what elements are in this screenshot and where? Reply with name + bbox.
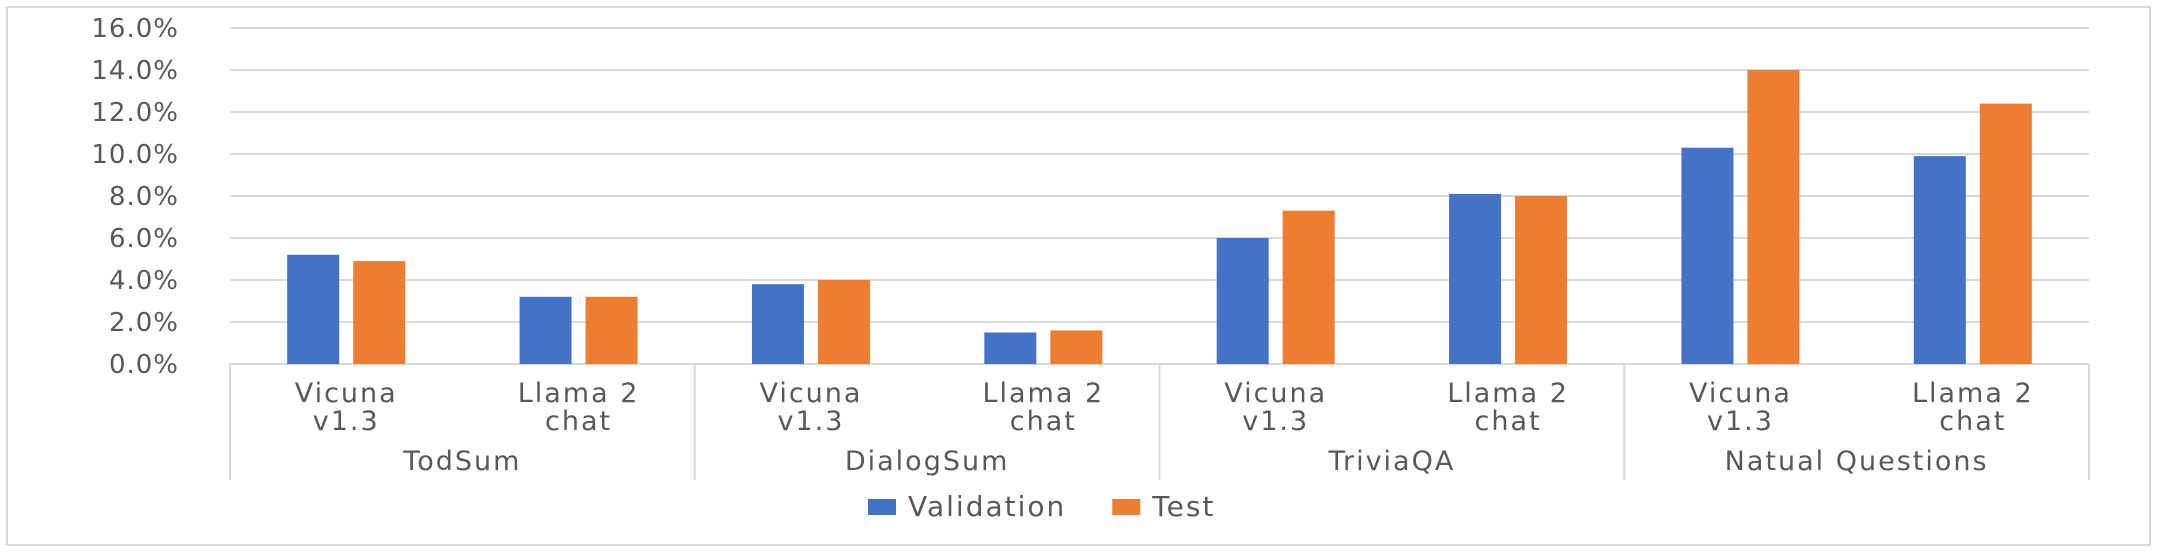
bar-validation [1913,156,1966,364]
bar-test [1050,330,1103,364]
group-label: DialogSum [845,446,1010,477]
category-label: Vicuna [759,378,862,409]
y-tick-label: 6.0% [109,224,179,254]
group-label: TriviaQA [1327,446,1455,477]
bar-test [353,261,406,364]
y-tick-label: 4.0% [109,266,179,296]
legend-swatch-validation [868,499,896,515]
y-tick-label: 0.0% [109,350,179,380]
category-label: Llama 2 [1447,378,1569,409]
category-label: Llama 2 [1912,378,2034,409]
bar-validation [287,254,340,364]
category-label: Vicuna [1224,378,1327,409]
legend-label-test: Test [1151,490,1215,523]
category-label: Llama 2 [982,378,1104,409]
category-label: v1.3 [1707,406,1774,437]
legend-swatch-test [1112,499,1141,515]
bar-test [1515,196,1568,364]
bar-validation [751,284,804,364]
group-label: Natual Questions [1725,446,1989,477]
bar-test [585,296,638,364]
y-tick-label: 2.0% [109,308,179,338]
bar-validation [1681,147,1734,364]
category-label: chat [1475,406,1542,437]
bar-validation [1449,193,1502,364]
bar-validation [519,296,572,364]
bar-test [1747,70,1800,364]
category-label: v1.3 [313,406,380,437]
bar-validation [984,332,1037,364]
bar-validation [1216,238,1269,364]
y-tick-label: 8.0% [109,182,179,212]
y-tick-label: 12.0% [91,98,179,128]
category-label: chat [1010,406,1077,437]
bar-test [1979,103,2032,364]
category-label: chat [545,406,612,437]
category-label: v1.3 [1242,406,1309,437]
group-label: TodSum [402,446,521,477]
bar-test [1282,210,1335,364]
chart-container: 0.0% 2.0% 4.0% 6.0% 8.0% 10.0% 12.0% 14.0% 16.0%… [6,6,2151,546]
category-label: chat [1939,406,2006,437]
y-tick-label: 14.0% [91,56,179,86]
y-tick-label: 16.0% [91,14,179,44]
category-label: Llama 2 [518,378,640,409]
category-label: Vicuna [295,378,398,409]
bar-test [817,280,870,364]
category-label: Vicuna [1689,378,1792,409]
y-tick-label: 10.0% [91,140,179,170]
bar-chart: 0.0% 2.0% 4.0% 6.0% 8.0% 10.0% 12.0% 14.0% 16.0%… [91,14,2090,523]
category-label: v1.3 [777,406,844,437]
legend-label-validation: Validation [908,490,1066,523]
